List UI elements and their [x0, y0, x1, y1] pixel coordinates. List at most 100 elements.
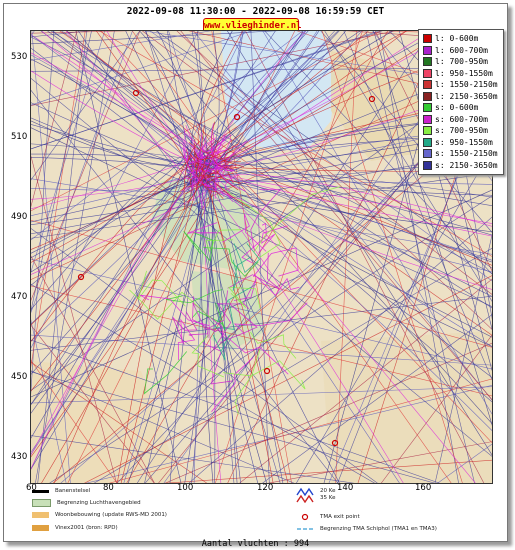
flight-track: [123, 167, 212, 483]
flight-track: [233, 243, 261, 274]
flight-track: [191, 173, 214, 483]
map-canvas: [31, 31, 492, 483]
x-tick-100: 100: [177, 483, 194, 493]
flight-track: [31, 182, 211, 470]
legend-swatch: [423, 137, 432, 147]
flight-track: [191, 334, 225, 378]
flight-track: [31, 155, 117, 483]
airport-swatch: [32, 499, 51, 507]
legend-item: l: 950-1550m: [423, 68, 493, 79]
flight-track: [31, 117, 195, 187]
flight-track: [31, 31, 141, 181]
legend-label: l: 700-950m: [435, 57, 488, 66]
flight-track: [31, 155, 193, 263]
y-tick-490: 490: [11, 212, 28, 222]
flight-track: [172, 311, 198, 345]
flight-track: [67, 31, 296, 483]
flight-track: [31, 181, 196, 223]
flight-track: [245, 31, 485, 483]
flight-track: [201, 31, 306, 184]
flight-track: [194, 139, 212, 188]
flight-track: [188, 142, 245, 168]
flight-track: [182, 128, 186, 160]
flight-track: [31, 189, 209, 275]
flight-track: [132, 31, 452, 483]
flight-track: [139, 294, 210, 327]
flight-track: [145, 31, 281, 483]
legend-swatch: [423, 103, 432, 112]
flight-track: [216, 133, 246, 192]
flight-track: [31, 52, 202, 156]
flight-track: [31, 31, 382, 212]
flight-track: [136, 31, 431, 483]
legend-swatch: [423, 34, 432, 43]
y-tick-430: 430: [11, 452, 28, 462]
page-title: 2022-09-08 11:30:00 - 2022-09-08 16:59:5…: [126, 6, 385, 17]
flight-track: [343, 31, 492, 381]
flight-track: [262, 314, 492, 483]
flight-track: [31, 159, 189, 414]
flight-tracks: [31, 31, 492, 483]
flight-track: [183, 231, 214, 262]
legend-swatch: [423, 80, 432, 89]
flight-track: [31, 31, 246, 470]
legend-swatch: [423, 126, 432, 135]
flight-track: [75, 31, 182, 483]
key-vinex: Vinex2001 (bron: RPD): [32, 525, 118, 531]
flight-track: [52, 117, 492, 483]
flight-track: [193, 125, 205, 183]
flight-track: [206, 31, 407, 154]
flight-track: [31, 435, 355, 483]
runway-swatch: [32, 489, 49, 493]
flight-track: [31, 370, 295, 483]
flight-track: [129, 289, 212, 320]
flight-track: [31, 58, 211, 174]
flight-track: [267, 441, 492, 483]
flight-track: [31, 89, 339, 483]
altitude-legend: l: 0-600m l: 600-700m l: 700-950m l: 950…: [418, 29, 504, 175]
flight-track: [31, 31, 133, 314]
flight-track: [185, 125, 202, 158]
flight-track: [262, 31, 492, 415]
flight-track: [185, 172, 234, 195]
flight-track: [187, 222, 221, 234]
flight-track: [194, 163, 222, 176]
flight-track: [31, 339, 440, 483]
legend-swatch: [423, 149, 432, 158]
flight-track: [264, 31, 492, 275]
key-tma-boundary-label: Begrenzing TMA Schiphol (TMA1 en TMA3): [320, 526, 437, 532]
legend-item: s: 2150-3650m: [423, 160, 498, 171]
legend-item: s: 1550-2150m: [423, 148, 498, 159]
flight-track: [37, 31, 88, 483]
flight-track: [398, 31, 492, 372]
flight-track: [31, 143, 216, 170]
flight-track: [222, 372, 253, 415]
legend-label: s: 2150-3650m: [435, 160, 498, 170]
flight-track: [212, 303, 245, 350]
flight-track: [205, 229, 241, 253]
flight-track: [31, 31, 134, 34]
flight-track: [324, 31, 492, 302]
key-noise: 20 Ke 35 Ke: [296, 487, 335, 503]
legend-swatch: [423, 68, 432, 78]
legend-item: s: 0-600m: [423, 102, 478, 113]
legend-label: s: 950-1550m: [435, 137, 493, 147]
legend-item: l: 2150-3650m: [423, 91, 498, 102]
flight-track: [251, 348, 306, 390]
map-key: Banenstelsel Begrenzing Luchthavengebied…: [30, 485, 491, 538]
flight-track: [196, 31, 235, 483]
flight-track-map[interactable]: [30, 30, 493, 484]
legend-label: s: 1550-2150m: [435, 149, 498, 158]
y-tick-530: 530: [11, 52, 28, 62]
vinex-swatch: [32, 525, 49, 531]
flight-track: [233, 278, 257, 310]
flight-track: [31, 319, 67, 483]
legend-item: l: 700-950m: [423, 56, 488, 67]
flight-track: [218, 329, 289, 375]
flight-track: [215, 31, 363, 483]
flight-track: [232, 256, 252, 291]
flight-track: [163, 459, 492, 483]
flight-track: [233, 302, 308, 335]
flight-track: [222, 187, 281, 258]
flight-track: [31, 188, 195, 470]
